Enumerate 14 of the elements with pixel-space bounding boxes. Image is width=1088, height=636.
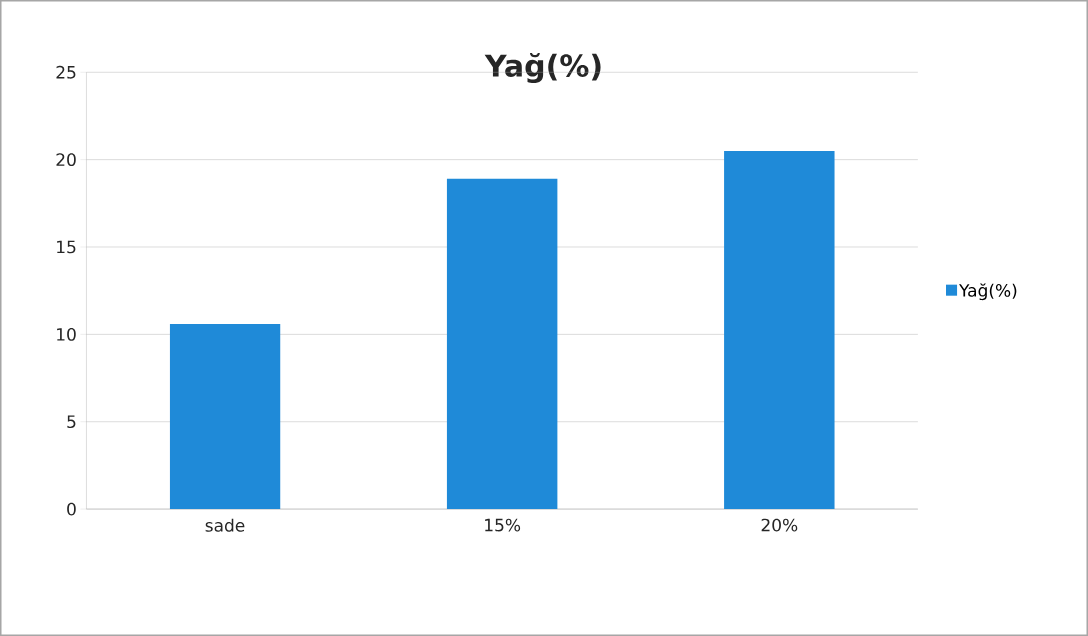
chart-title: Yağ(%) [484, 52, 601, 83]
y-tick-label: 20 [56, 153, 76, 166]
y-tick-label: 10 [57, 327, 76, 341]
y-tick-label: 5 [67, 415, 76, 428]
x-tick-label: 15% [485, 518, 521, 532]
bar [446, 178, 558, 510]
y-tick-label: 0 [67, 502, 76, 516]
bar [724, 150, 835, 510]
bar [169, 323, 281, 510]
x-tick-label: 20% [761, 518, 798, 532]
y-tick-label: 15 [57, 240, 76, 254]
y-tick-label: 25 [56, 65, 76, 79]
x-tick-label: sade [205, 518, 245, 532]
legend-label: Yağ(%) [959, 283, 1017, 301]
